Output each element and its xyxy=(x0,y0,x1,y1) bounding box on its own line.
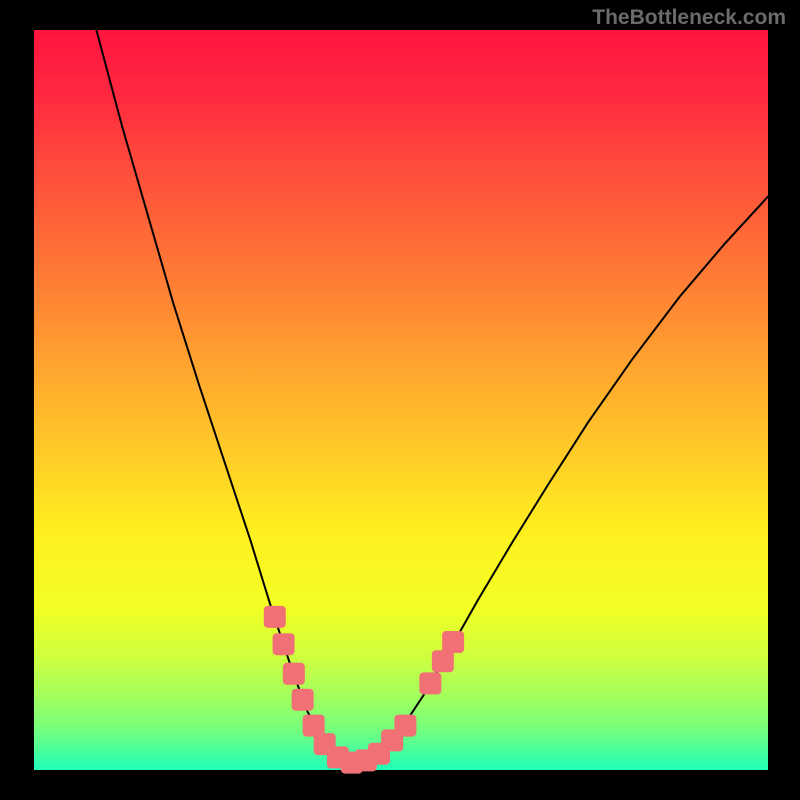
highlight-marker xyxy=(419,672,441,694)
watermark-text: TheBottleneck.com xyxy=(592,6,786,30)
highlight-marker xyxy=(292,689,314,711)
chart-container: TheBottleneck.com xyxy=(0,0,800,800)
highlight-marker xyxy=(432,650,454,672)
highlight-marker xyxy=(264,606,286,628)
bottleneck-chart xyxy=(0,0,800,800)
highlight-marker xyxy=(283,663,305,685)
highlight-marker xyxy=(394,715,416,737)
plot-area xyxy=(34,30,768,770)
highlight-marker xyxy=(273,633,295,655)
highlight-marker xyxy=(442,631,464,653)
